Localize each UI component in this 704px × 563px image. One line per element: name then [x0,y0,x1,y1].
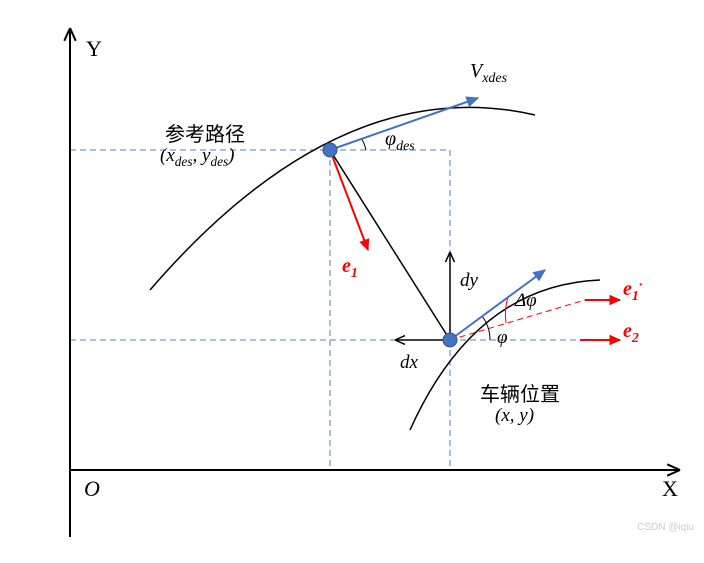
axis-label-x: X [662,476,678,502]
label-dx: dx [400,352,418,374]
label-veh-title: 车辆位置 [480,378,560,407]
label-e1dot: e1· [623,278,642,305]
axis-label-y: Y [86,36,102,62]
label-ref-title: 参考路径 [165,118,245,147]
label-ref-coord: (xdes, ydes) [160,145,235,170]
axis-label-o: O [84,476,100,502]
label-dphi: Δφ [515,290,537,312]
label-dy: dy [460,270,478,292]
label-phi-des: φdes [385,128,415,155]
label-e1: e1 [342,255,358,282]
label-phi: φ [497,327,508,349]
watermark: CSDN @iqiu [637,522,694,533]
label-veh-coord: (x, y) [495,405,534,427]
label-v-xdes: Vxdes [470,60,507,87]
label-e2: e2 [623,320,639,347]
